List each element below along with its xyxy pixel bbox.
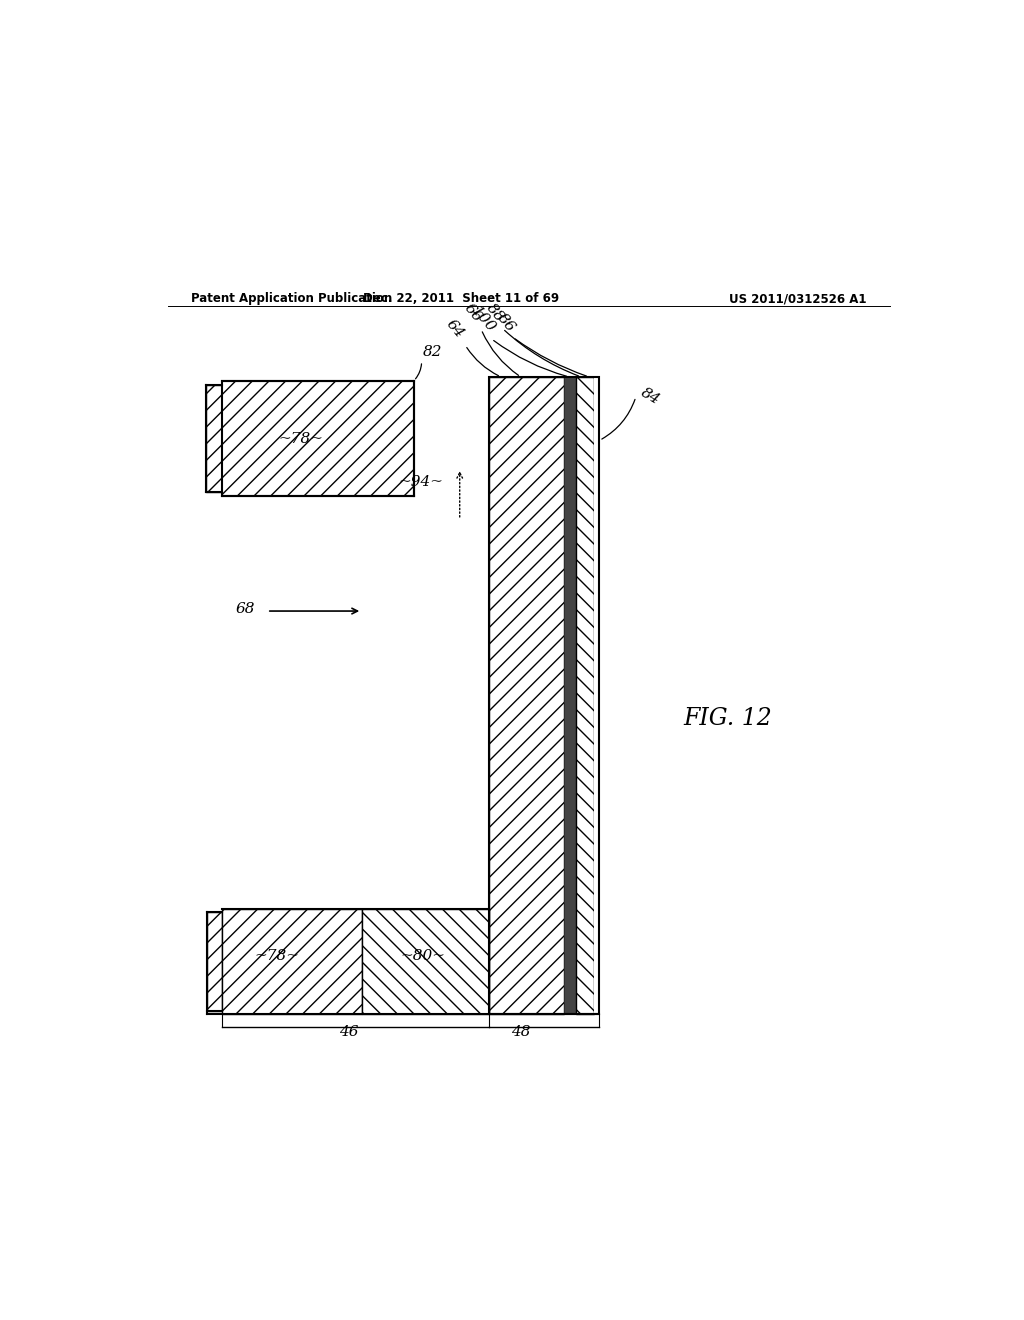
Bar [221, 908, 362, 1014]
Text: 46: 46 [339, 1024, 358, 1039]
Text: 64: 64 [443, 317, 467, 342]
Bar [489, 378, 599, 1014]
Bar [564, 378, 577, 1014]
Bar [594, 378, 599, 1014]
Text: 68: 68 [236, 602, 255, 616]
Text: ~78~: ~78~ [279, 432, 324, 446]
Text: 82: 82 [423, 345, 442, 359]
Text: 66: 66 [462, 301, 484, 325]
Text: ~80~: ~80~ [400, 949, 445, 964]
Text: ~94~: ~94~ [399, 475, 443, 490]
Text: 100: 100 [469, 305, 499, 335]
Bar [221, 381, 414, 496]
Bar [206, 385, 221, 492]
Text: ~78~: ~78~ [255, 949, 300, 964]
Bar [489, 378, 564, 1014]
Text: Patent Application Publication: Patent Application Publication [191, 292, 393, 305]
Bar [362, 908, 489, 1014]
Bar [577, 378, 594, 1014]
Text: 88: 88 [483, 301, 507, 325]
Bar [207, 912, 221, 1011]
Text: US 2011/0312526 A1: US 2011/0312526 A1 [728, 292, 866, 305]
Text: 48: 48 [511, 1024, 530, 1039]
Text: 86: 86 [495, 312, 518, 335]
Text: 84: 84 [638, 385, 663, 408]
Text: FIG. 12: FIG. 12 [684, 706, 772, 730]
Text: Dec. 22, 2011  Sheet 11 of 69: Dec. 22, 2011 Sheet 11 of 69 [364, 292, 559, 305]
